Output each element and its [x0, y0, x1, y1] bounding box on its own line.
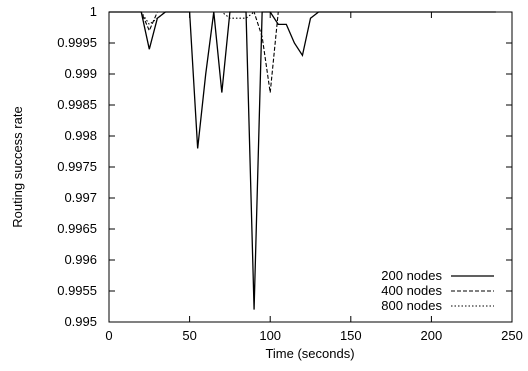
x-tick-label: 100	[259, 328, 281, 343]
y-tick-label: 0.9985	[57, 97, 97, 112]
series-line-2	[109, 11, 496, 93]
y-tick-label: 0.995	[64, 314, 97, 329]
x-tick-label: 0	[105, 328, 112, 343]
legend-label-1: 200 nodes	[381, 268, 442, 283]
series-line-3	[109, 11, 496, 26]
y-tick-label: 0.998	[64, 128, 97, 143]
y-tick-label: 0.996	[64, 252, 97, 267]
y-axis-title: Routing success rate	[10, 106, 25, 227]
x-tick-label: 150	[340, 328, 362, 343]
legend-label-2: 400 nodes	[381, 283, 442, 298]
x-axis-title: Time (seconds)	[265, 346, 354, 361]
y-tick-label: 0.9995	[57, 35, 97, 50]
y-tick-label: 0.997	[64, 190, 97, 205]
y-tick-label: 0.9975	[57, 159, 97, 174]
y-tick-label: 1	[90, 4, 97, 19]
legend-label-3: 800 nodes	[381, 298, 442, 313]
axis-ticks: 0 50 100 150 200 250 0.995 0.9955 0.996 0.9965 0.9…	[57, 4, 523, 343]
series-line-1	[109, 11, 496, 310]
series-layer	[109, 11, 496, 310]
y-tick-label: 0.9955	[57, 283, 97, 298]
x-tick-label: 200	[421, 328, 443, 343]
y-tick-label: 0.9965	[57, 221, 97, 236]
x-tick-label: 250	[501, 328, 523, 343]
y-tick-label: 0.999	[64, 66, 97, 81]
x-tick-label: 50	[182, 328, 196, 343]
